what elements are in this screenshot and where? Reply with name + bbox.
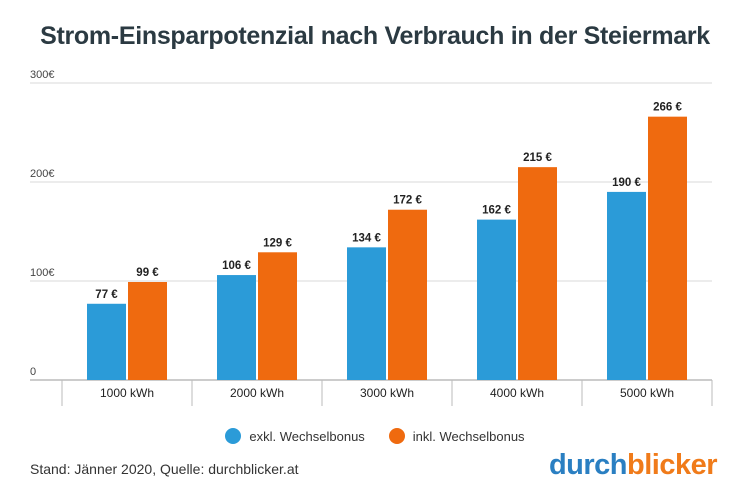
bar-exkl: [217, 275, 256, 380]
brand-part-1: durch: [548, 449, 628, 481]
chart-title: Strom-Einsparpotenzial nach Verbrauch in…: [40, 22, 710, 50]
x-tick-label: 5000 kWh: [620, 386, 674, 400]
data-label: 172 €: [393, 195, 422, 207]
legend-label-exkl: exkl. Wechselbonus: [249, 428, 365, 444]
data-label: 162 €: [482, 205, 511, 217]
y-tick-label: 100€: [30, 267, 54, 279]
legend-item-exkl[interactable]: exkl. Wechselbonus: [225, 428, 365, 444]
data-label: 77 €: [95, 289, 118, 301]
y-tick-label: 0: [30, 366, 36, 378]
legend: exkl. Wechselbonus inkl. Wechselbonus: [0, 428, 750, 444]
brand-part-2: blicker: [627, 449, 718, 481]
x-tick-label: 1000 kWh: [100, 386, 154, 400]
bar-exkl: [477, 219, 516, 380]
source-note: Stand: Jänner 2020, Quelle: durchblicker…: [30, 461, 299, 477]
y-tick-label: 300€: [30, 69, 54, 81]
legend-item-inkl[interactable]: inkl. Wechselbonus: [388, 428, 525, 444]
data-label: 266 €: [653, 102, 682, 114]
bar-inkl: [258, 252, 297, 380]
bar-inkl: [128, 281, 167, 380]
x-tick-label: 4000 kWh: [490, 386, 544, 400]
data-label: 134 €: [352, 232, 381, 244]
y-tick-label: 200€: [30, 168, 54, 180]
legend-label-inkl: inkl. Wechselbonus: [412, 428, 525, 444]
legend-swatch-exkl: [225, 428, 242, 444]
x-tick-label: 3000 kWh: [360, 386, 414, 400]
bar-inkl: [648, 116, 687, 380]
legend-swatch-inkl: [388, 428, 405, 444]
data-label: 99 €: [136, 267, 159, 279]
bar-inkl: [388, 209, 427, 380]
data-label: 129 €: [263, 237, 292, 249]
bar-inkl: [518, 167, 557, 380]
bar-exkl: [607, 191, 646, 380]
x-tick-label: 2000 kWh: [230, 386, 284, 400]
data-label: 190 €: [612, 177, 641, 189]
data-label: 215 €: [523, 152, 552, 164]
bar-exkl: [87, 303, 126, 380]
bar-exkl: [347, 247, 386, 380]
brand-logo[interactable]: durchblicker: [548, 449, 718, 482]
data-label: 106 €: [222, 260, 251, 272]
bar-chart: 0 100€ 200€ 300€ 1000 kWh 77 € 99 € 2000 kWh 106…: [30, 69, 713, 406]
